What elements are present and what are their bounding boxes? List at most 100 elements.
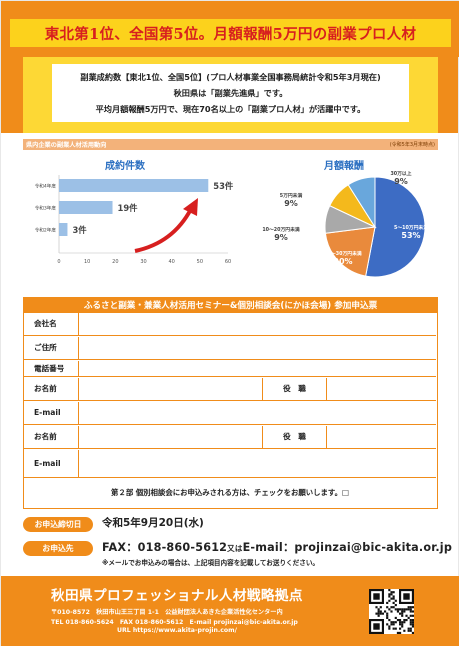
stats-heading: 県内企業の副業人材活用動向 <box>26 142 107 149</box>
consult-check-note: 第２部 個別相談会にお申込みされる方は、チェックをお願いします。□ <box>111 488 349 497</box>
pie-slice-label: 20〜30万円未満 <box>324 250 362 257</box>
pie-slice-pct: 20% <box>333 257 352 266</box>
qr-module <box>394 616 397 619</box>
qr-module <box>392 591 395 594</box>
qr-module <box>396 619 399 622</box>
bar <box>59 223 68 236</box>
pie-slice-label: 30万以上 <box>390 170 411 177</box>
pie-slice <box>347 176 376 229</box>
stats-heading-bar: 県内企業の副業人材活用動向 (令和5年3月末時点) <box>23 139 438 150</box>
qr-module <box>399 619 402 622</box>
form-row-address[interactable]: ご住所 <box>24 337 436 360</box>
qr-module <box>403 608 406 611</box>
qr-module <box>396 631 399 634</box>
qr-module <box>392 606 395 609</box>
form-row-email-2[interactable]: E-mail <box>24 450 436 478</box>
qr-module <box>388 627 391 630</box>
bar-x-tick: 20 <box>112 259 118 265</box>
qr-module <box>390 623 393 626</box>
qr-module <box>407 629 410 632</box>
email-label-2: E-mail <box>24 450 79 477</box>
qr-module <box>388 608 391 611</box>
bar-value-label: 19件 <box>118 203 139 213</box>
qr-module <box>386 616 389 619</box>
pie-slice <box>324 226 376 277</box>
qr-module <box>390 606 393 609</box>
bar <box>59 179 209 192</box>
email-note: ※メールでお申込みの場合は、上記項目内容を記載してお送りください。 <box>102 559 320 567</box>
qr-module <box>386 612 389 615</box>
qr-module <box>411 619 414 622</box>
qr-module <box>388 619 391 622</box>
bar-x-tick: 50 <box>197 259 203 265</box>
qr-module <box>409 606 412 609</box>
qr-module <box>377 608 380 611</box>
qr-module <box>381 612 384 615</box>
intro-line-3: 平均月額報酬5万円で、現在70名以上の「副業プロ人材」が活躍中です。 <box>95 104 366 114</box>
qr-code[interactable] <box>369 589 414 634</box>
page-title: 東北第1位、全国第5位。月額報酬5万円の副業プロ人材 <box>44 26 417 43</box>
qr-module <box>388 589 391 592</box>
qr-module <box>384 610 387 613</box>
qr-finder-core <box>373 623 380 630</box>
qr-finder-core <box>403 593 410 600</box>
contact-or: 又は <box>227 544 243 553</box>
form-row-company[interactable]: 会社名 <box>24 313 436 336</box>
qr-module <box>394 604 397 607</box>
footer-org-name: 秋田県プロフェッショナル人材戦略拠点 <box>51 588 303 604</box>
form-row-name-1[interactable]: お名前 役 職 <box>24 378 436 401</box>
qr-module <box>409 614 412 617</box>
intro-border-left <box>1 57 23 133</box>
name-label-1: お名前 <box>24 378 79 400</box>
bar-x-tick: 10 <box>84 259 90 265</box>
qr-module <box>396 610 399 613</box>
form-row-email-1[interactable]: E-mail <box>24 402 436 425</box>
qr-module <box>409 621 412 624</box>
form-row-phone[interactable]: 電話番号 <box>24 361 436 377</box>
name-label-2: お名前 <box>24 426 79 448</box>
footer-url[interactable]: URL https://www.akita-projin.com/ <box>117 627 237 634</box>
contact-email[interactable]: E-mail：projinzai@bic-akita.or.jp <box>242 541 453 554</box>
form-row-consult-check[interactable]: 第２部 個別相談会にお申込みされる方は、チェックをお願いします。□ <box>24 479 436 507</box>
qr-module <box>409 627 412 630</box>
qr-module <box>394 627 397 630</box>
qr-module <box>390 593 393 596</box>
qr-module <box>399 627 402 630</box>
qr-module <box>394 621 397 624</box>
growth-arrow <box>134 208 193 253</box>
qr-module <box>390 597 393 600</box>
qr-module <box>409 623 412 626</box>
qr-module <box>399 612 402 615</box>
qr-module <box>411 606 414 609</box>
qr-module <box>405 614 408 617</box>
qr-module <box>377 610 380 613</box>
stats-date-note: (令和5年3月末時点) <box>389 142 435 148</box>
qr-module <box>409 608 412 611</box>
qr-module <box>399 621 402 624</box>
qr-module <box>401 625 404 628</box>
qr-module <box>379 606 382 609</box>
bar-x-tick: 40 <box>168 259 174 265</box>
qr-module <box>399 623 402 626</box>
email-label-1: E-mail <box>24 402 79 424</box>
bar-chart-title: 成約件数 <box>105 161 145 172</box>
qr-module <box>392 621 395 624</box>
pie-slice-pct: 9% <box>274 233 288 242</box>
qr-module <box>390 621 393 624</box>
qr-module <box>401 621 404 624</box>
bar-category-label: 令和2年度 <box>35 227 57 234</box>
form-row-name-2[interactable]: お名前 役 職 <box>24 426 436 449</box>
qr-module <box>388 625 391 628</box>
apply-tag: お申込先 <box>23 541 93 556</box>
qr-module <box>403 610 406 613</box>
qr-module <box>411 614 414 617</box>
qr-module <box>377 612 380 615</box>
address-label: ご住所 <box>24 337 79 359</box>
pie-slice-pct: 53% <box>401 231 420 240</box>
qr-module <box>388 595 391 598</box>
deadline-tag: お申込締切日 <box>23 517 93 532</box>
qr-module <box>392 623 395 626</box>
qr-module <box>403 629 406 632</box>
deadline-date: 令和5年9月20日(水) <box>102 517 204 529</box>
